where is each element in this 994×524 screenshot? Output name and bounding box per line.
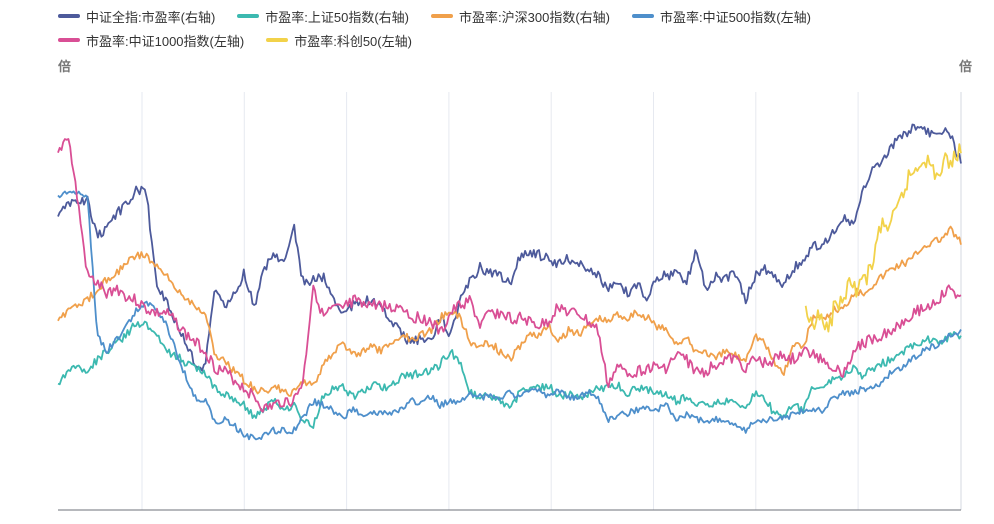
chart-legend: 中证全指:市盈率(右轴) 市盈率:上证50指数(右轴) 市盈率:沪深300指数(右轴… bbox=[58, 6, 958, 50]
legend-item[interactable]: 市盈率:上证50指数(右轴) bbox=[237, 6, 409, 26]
legend-label: 市盈率:中证500指数(左轴) bbox=[659, 9, 811, 25]
legend-label: 市盈率:中证1000指数(左轴) bbox=[86, 33, 245, 49]
legend-swatch bbox=[631, 14, 654, 18]
legend-label: 中证全指:市盈率(右轴) bbox=[86, 9, 216, 25]
series-line[interactable] bbox=[57, 138, 962, 413]
legend-label: 市盈率:沪深300指数(右轴) bbox=[459, 9, 610, 25]
legend-item[interactable]: 市盈率:中证500指数(左轴) bbox=[631, 6, 811, 26]
series-line[interactable] bbox=[57, 225, 962, 397]
legend-swatch bbox=[58, 38, 80, 42]
series-line[interactable] bbox=[57, 320, 962, 429]
series-line[interactable] bbox=[804, 143, 962, 333]
legend-label: 市盈率:科创50(左轴) bbox=[294, 33, 412, 49]
legend-swatch bbox=[58, 14, 80, 18]
left-axis-unit: 倍 bbox=[58, 59, 72, 74]
legend-swatch bbox=[431, 14, 454, 18]
legend-item[interactable]: 市盈率:科创50(左轴) bbox=[266, 30, 412, 50]
legend-label: 市盈率:上证50指数(右轴) bbox=[265, 9, 410, 25]
legend-swatch bbox=[237, 14, 260, 18]
series-line[interactable] bbox=[57, 190, 962, 441]
series-line[interactable] bbox=[57, 123, 962, 372]
right-axis-unit: 倍 bbox=[958, 59, 972, 74]
legend-item[interactable]: 市盈率:沪深300指数(右轴) bbox=[431, 6, 610, 26]
legend-item[interactable]: 市盈率:中证1000指数(左轴) bbox=[58, 30, 244, 50]
legend-swatch bbox=[266, 38, 289, 42]
legend-item[interactable]: 中证全指:市盈率(右轴) bbox=[58, 6, 215, 26]
